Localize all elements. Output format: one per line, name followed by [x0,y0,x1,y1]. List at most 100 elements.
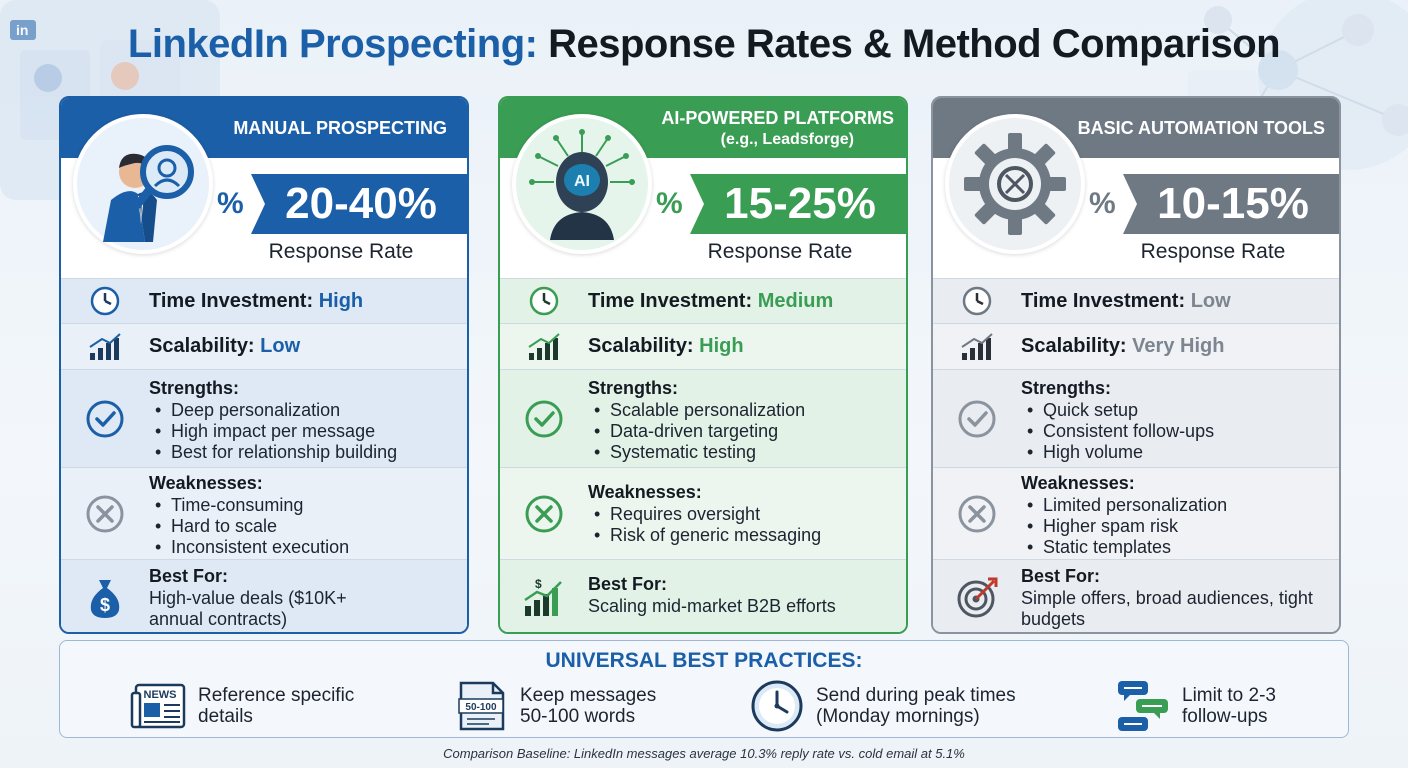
ai-robot-icon: AI [512,114,652,254]
title-highlight: LinkedIn Prospecting: [127,22,538,66]
practice-text: Keep messages 50-100 words [520,685,657,727]
response-rate-banner: % 15-25% [650,174,906,234]
bar-chart-icon [500,332,588,361]
best-for-row: Best For: Simple offers, broad audiences… [933,559,1339,632]
document-icon: 50-100 [450,679,512,733]
best-practices-panel: UNIVERSAL BEST PRACTICES: NEWS Reference… [59,640,1349,738]
weaknesses-heading: Weaknesses: [588,482,702,502]
newspaper-icon: NEWS [128,679,190,733]
strength-item: Deep personalization [149,400,397,421]
time-value: High [318,289,364,312]
strengths-row: Strengths: Deep personalization High imp… [61,369,467,467]
word-count-label: 50-100 [465,702,497,713]
best-for-row: $ Best For: High-value deals ($10K+ annu… [61,559,467,632]
best-practices-heading: UNIVERSAL BEST PRACTICES: [545,649,863,672]
best-for-text: High-value deals ($10K+ annual contracts… [149,588,347,629]
weaknesses-row: Weaknesses: Limited personalization High… [933,467,1339,559]
time-value: Medium [757,289,834,312]
weaknesses-heading: Weaknesses: [1021,473,1135,493]
manual-prospecting-card: MANUAL PROSPECTING % 20-40% Response Rat… [59,96,469,634]
strengths-heading: Strengths: [588,378,678,398]
scalability-row: Scalability: High [500,323,906,369]
scalability-label: Scalability: [149,335,255,357]
practice-item: Send during peak times (Monday mornings) [746,679,1046,733]
response-rate-value: 20-40% [251,174,467,234]
response-rate-banner: % 20-40% [211,174,467,234]
card-subtitle: (e.g., Leadsforge) [720,130,854,148]
response-rate-banner: % 10-15% [1083,174,1339,234]
practice-item: NEWS Reference specific details [128,679,388,733]
clock-icon [746,679,808,733]
ai-powered-platforms-card: AI-POWERED PLATFORMS (e.g., Leadsforge) … [498,96,908,634]
time-label: Time Investment: [149,289,314,312]
scalability-value: Low [260,335,301,357]
check-circle-icon [61,399,149,439]
response-rate-value: 15-25% [690,174,906,234]
weakness-item: Requires oversight [588,504,821,525]
growth-chart-icon: $ [500,578,588,618]
best-for-text: Scaling mid-market B2B efforts [588,596,836,616]
practice-text: Limit to 2-3 follow-ups [1182,685,1276,727]
time-label: Time Investment: [588,289,753,312]
strengths-row: Strengths: Quick setup Consistent follow… [933,369,1339,467]
clock-icon [61,285,149,317]
weakness-item: Risk of generic messaging [588,525,821,546]
x-circle-icon [933,494,1021,534]
strength-item: High volume [1021,442,1214,463]
response-rate-label: Response Rate [1140,240,1286,263]
chat-bubbles-icon [1112,679,1174,733]
time-investment-row: Time Investment: High [61,278,467,323]
practice-item: Limit to 2-3 follow-ups [1112,679,1312,733]
scalability-row: Scalability: Very High [933,323,1339,369]
clock-icon [500,285,588,317]
scalability-value: Very High [1132,335,1225,357]
scalability-value: High [699,335,744,357]
bar-chart-icon [61,332,149,361]
clock-icon [933,285,1021,317]
bar-chart-icon [933,332,1021,361]
best-for-text: Simple offers, broad audiences, tight bu… [1021,588,1313,629]
dollar-symbol: $ [535,578,542,591]
practice-text: Reference specific details [198,685,355,727]
title-rest: Response Rates & Method Comparison [548,22,1281,66]
news-label: NEWS [144,689,177,701]
target-icon [933,577,1021,619]
best-for-heading: Best For: [149,566,229,586]
scalability-row: Scalability: Low [61,323,467,369]
time-value: Low [1190,289,1231,312]
weaknesses-heading: Weaknesses: [149,473,263,493]
time-label: Time Investment: [1021,289,1186,312]
best-for-heading: Best For: [588,574,668,594]
best-for-row: $ Best For: Scaling mid-market B2B effor… [500,559,906,632]
percent-icon: % [1089,187,1116,220]
strength-item: Scalable personalization [588,400,805,421]
time-investment-row: Time Investment: Low [933,278,1339,323]
weakness-item: Higher spam risk [1021,516,1227,537]
response-rate-label: Response Rate [707,240,853,263]
comparison-footnote: Comparison Baseline: LinkedIn messages a… [443,746,965,761]
weakness-item: Time-consuming [149,495,349,516]
ai-label: AI [574,173,590,190]
svg-text:$: $ [100,595,110,615]
card-title: MANUAL PROSPECTING [233,117,447,138]
strengths-heading: Strengths: [149,378,239,398]
practice-item: 50-100 Keep messages 50-100 words [450,679,680,733]
weaknesses-row: Weaknesses: Requires oversight Risk of g… [500,467,906,559]
linkedin-badge-text: in [16,22,28,38]
check-circle-icon [933,399,1021,439]
strengths-row: Strengths: Scalable personalization Data… [500,369,906,467]
page-title: LinkedIn Prospecting: Response Rates & M… [0,22,1408,67]
x-circle-icon [61,494,149,534]
response-rate-label: Response Rate [268,240,414,263]
strength-item: Systematic testing [588,442,805,463]
card-title: AI-POWERED PLATFORMS [661,107,894,128]
weakness-item: Inconsistent execution [149,537,349,558]
weakness-item: Limited personalization [1021,495,1227,516]
time-investment-row: Time Investment: Medium [500,278,906,323]
percent-icon: % [217,187,244,220]
check-circle-icon [500,399,588,439]
weaknesses-row: Weaknesses: Time-consuming Hard to scale… [61,467,467,559]
weakness-item: Static templates [1021,537,1227,558]
strength-item: Consistent follow-ups [1021,421,1214,442]
strength-item: Data-driven targeting [588,421,805,442]
